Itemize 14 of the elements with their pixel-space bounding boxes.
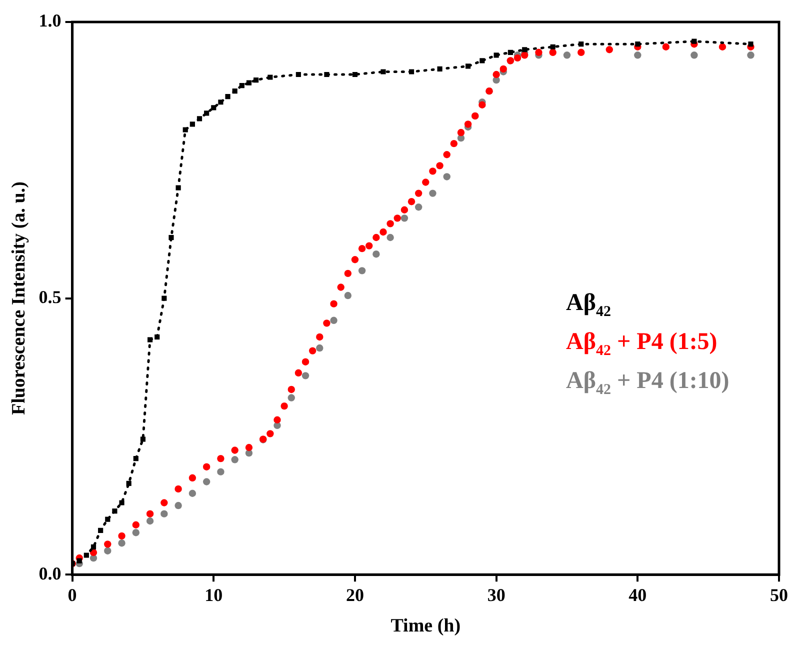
- x-axis-title: Time (h): [390, 616, 461, 637]
- text: Aβ$_{42}$ + P4 (1:10): [566, 366, 730, 400]
- y-tick-label: 1.0: [38, 10, 62, 31]
- x-tick-label: 0: [68, 585, 77, 606]
- text: Aβ$_{42}$: [566, 289, 612, 322]
- x-tick-label: 50: [770, 585, 788, 606]
- y-tick-label: 0.5: [38, 286, 62, 307]
- x-tick-label: 30: [487, 585, 506, 606]
- y-tick-label: 0.0: [38, 563, 62, 584]
- x-tick-label: 20: [346, 585, 364, 606]
- text: Aβ$_{42}$ + P4 (1:5): [566, 328, 718, 361]
- x-tick-label: 10: [204, 585, 223, 606]
- y-axis-title: Fluorescence Intensity (a. u.): [8, 182, 30, 416]
- x-tick-label: 40: [628, 585, 647, 606]
